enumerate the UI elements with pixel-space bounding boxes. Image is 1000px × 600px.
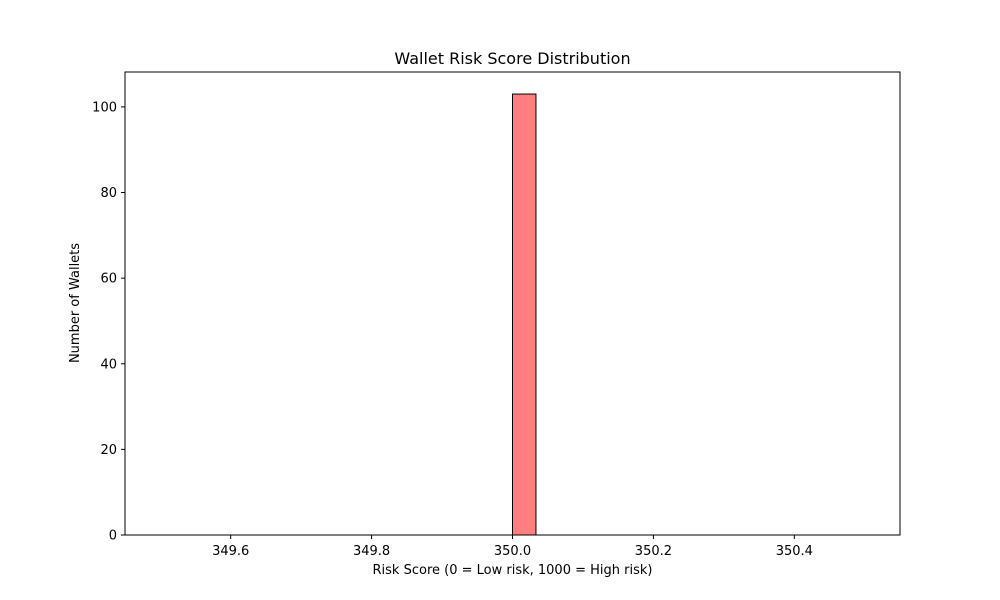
x-tick-label: 349.6 [212,544,249,559]
y-axis-label: Number of Wallets [68,243,83,363]
x-tick-label: 350.4 [776,544,813,559]
y-tick-label: 20 [100,443,117,458]
y-tick-label: 0 [109,529,117,544]
y-tick-label: 60 [100,272,117,287]
bars-group [160,93,865,536]
y-axis-ticks: 0 20 40 60 80 100 [92,100,125,544]
y-tick-label: 40 [100,357,117,372]
x-tick-label: 349.8 [353,544,390,559]
x-axis-ticks: 349.6 349.8 350.0 350.2 350.4 [212,535,813,559]
histogram-bar [512,93,537,536]
y-tick-label: 80 [100,186,117,201]
x-tick-label: 350.2 [635,544,672,559]
x-tick-label: 350.0 [494,544,531,559]
chart-title: Wallet Risk Score Distribution [394,49,630,68]
y-tick-label: 100 [92,100,117,115]
x-axis-label: Risk Score (0 = Low risk, 1000 = High ri… [373,563,653,578]
